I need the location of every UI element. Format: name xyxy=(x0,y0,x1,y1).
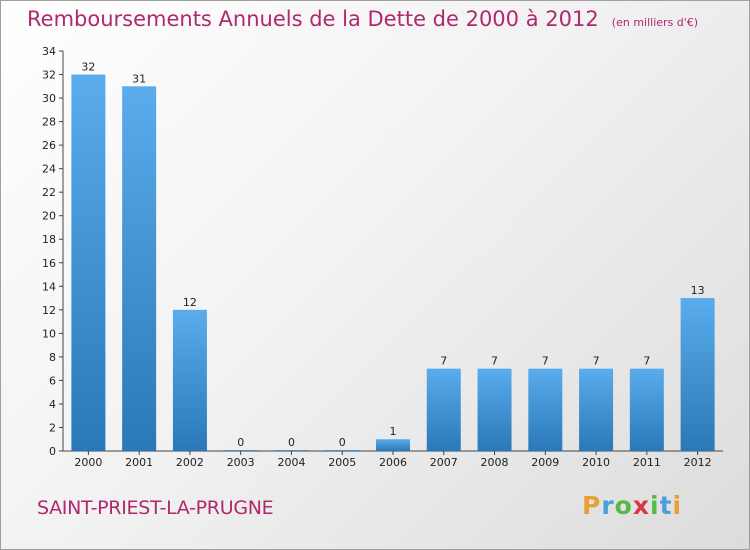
y-tick-label-16: 16 xyxy=(42,257,56,270)
data-label-2010: 7 xyxy=(593,355,600,368)
y-tick-label-6: 6 xyxy=(49,374,56,387)
y-tick-label-32: 32 xyxy=(42,69,56,82)
bar-2000 xyxy=(71,74,106,451)
x-tick-label-2001: 2001 xyxy=(125,456,153,469)
data-label-2012: 13 xyxy=(691,284,705,297)
x-tick-label-2003: 2003 xyxy=(227,456,255,469)
commune-name: SAINT-PRIEST-LA-PRUGNE xyxy=(37,497,274,519)
data-label-2001: 31 xyxy=(132,72,146,85)
x-tick-label-2004: 2004 xyxy=(277,456,305,469)
y-tick-label-22: 22 xyxy=(42,186,56,199)
bar-2003 xyxy=(223,450,258,451)
chart-title: Remboursements Annuels de la Dette de 20… xyxy=(27,7,599,31)
y-tick-label-30: 30 xyxy=(42,92,56,105)
data-label-2005: 0 xyxy=(339,436,346,449)
y-tick-label-12: 12 xyxy=(42,304,56,317)
y-tick-label-0: 0 xyxy=(49,445,56,458)
data-label-2008: 7 xyxy=(491,355,498,368)
data-label-2007: 7 xyxy=(440,355,447,368)
data-label-2003: 0 xyxy=(237,436,244,449)
bar-2011 xyxy=(629,368,664,451)
data-label-2006: 1 xyxy=(390,425,397,438)
y-tick-label-18: 18 xyxy=(42,233,56,246)
y-tick-label-10: 10 xyxy=(42,327,56,340)
data-label-2002: 12 xyxy=(183,296,197,309)
x-tick-label-2011: 2011 xyxy=(633,456,661,469)
data-label-2000: 32 xyxy=(81,61,95,74)
bar-2008 xyxy=(477,368,512,451)
bar-2001 xyxy=(122,86,157,451)
bar-2002 xyxy=(172,309,207,451)
chart-subtitle: (en milliers d'€) xyxy=(611,16,699,29)
y-tick-label-34: 34 xyxy=(42,45,56,58)
data-label-2004: 0 xyxy=(288,436,295,449)
x-tick-label-2006: 2006 xyxy=(379,456,407,469)
x-tick-label-2000: 2000 xyxy=(74,456,102,469)
bar-2009 xyxy=(528,368,563,451)
bar-2012 xyxy=(680,298,715,451)
y-tick-label-8: 8 xyxy=(49,351,56,364)
y-tick-label-2: 2 xyxy=(49,421,56,434)
bar-2010 xyxy=(579,368,614,451)
logo-letter: t xyxy=(659,491,673,520)
y-tick-label-4: 4 xyxy=(49,398,56,411)
bar-2007 xyxy=(426,368,461,451)
y-tick-label-20: 20 xyxy=(42,210,56,223)
y-tick-label-26: 26 xyxy=(42,139,56,152)
data-label-2009: 7 xyxy=(542,355,549,368)
logo-letter: x xyxy=(632,491,650,520)
x-tick-label-2008: 2008 xyxy=(481,456,509,469)
x-tick-label-2005: 2005 xyxy=(328,456,356,469)
bar-2005 xyxy=(325,450,360,451)
bar-2006 xyxy=(376,439,410,451)
title-row: Remboursements Annuels de la Dette de 20… xyxy=(27,7,698,31)
y-tick-label-14: 14 xyxy=(42,280,56,293)
labels: 2000 32 2001 31 2002 12 2003 0 2004 0 2005 0 2006 1 20… xyxy=(74,61,711,469)
x-tick-label-2009: 2009 xyxy=(531,456,559,469)
logo-letter: i xyxy=(672,491,683,520)
y-tick-label-28: 28 xyxy=(42,116,56,129)
logo-letter: i xyxy=(650,491,660,520)
data-label-2011: 7 xyxy=(643,355,650,368)
logo-letter: r xyxy=(601,491,615,520)
logo-letter: P xyxy=(582,491,602,520)
proxiti-logo: Proxiti xyxy=(582,491,682,520)
x-tick-label-2012: 2012 xyxy=(684,456,712,469)
x-tick-label-2002: 2002 xyxy=(176,456,204,469)
bar-2004 xyxy=(274,450,309,451)
x-tick-label-2007: 2007 xyxy=(430,456,458,469)
y-tick-label-24: 24 xyxy=(42,163,56,176)
x-tick-label-2010: 2010 xyxy=(582,456,610,469)
bars xyxy=(71,74,715,451)
logo-letter: o xyxy=(614,491,633,520)
